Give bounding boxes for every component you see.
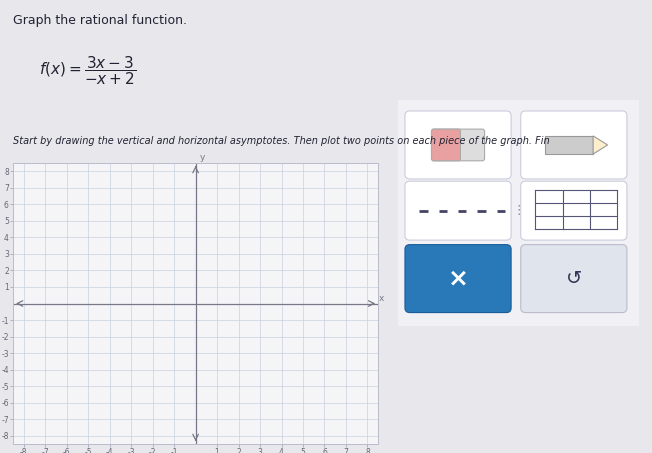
Text: Start by drawing the vertical and horizontal asymptotes. Then plot two points on: Start by drawing the vertical and horizo… <box>13 136 550 146</box>
FancyBboxPatch shape <box>521 245 627 313</box>
Text: ×: × <box>447 267 469 290</box>
FancyBboxPatch shape <box>405 181 511 240</box>
Polygon shape <box>545 136 593 154</box>
Text: x: x <box>379 294 385 303</box>
Text: ⋮: ⋮ <box>512 204 525 217</box>
FancyBboxPatch shape <box>405 111 511 179</box>
Text: Graph the rational function.: Graph the rational function. <box>13 14 187 27</box>
FancyBboxPatch shape <box>432 129 484 161</box>
Text: y: y <box>200 153 205 162</box>
FancyBboxPatch shape <box>521 111 627 179</box>
FancyBboxPatch shape <box>521 181 627 240</box>
FancyBboxPatch shape <box>395 97 642 328</box>
FancyBboxPatch shape <box>432 129 460 161</box>
Polygon shape <box>593 136 608 154</box>
FancyBboxPatch shape <box>405 245 511 313</box>
Text: ↺: ↺ <box>566 269 582 288</box>
Text: $f(x) = \dfrac{3x-3}{-x+2}$: $f(x) = \dfrac{3x-3}{-x+2}$ <box>39 54 136 87</box>
